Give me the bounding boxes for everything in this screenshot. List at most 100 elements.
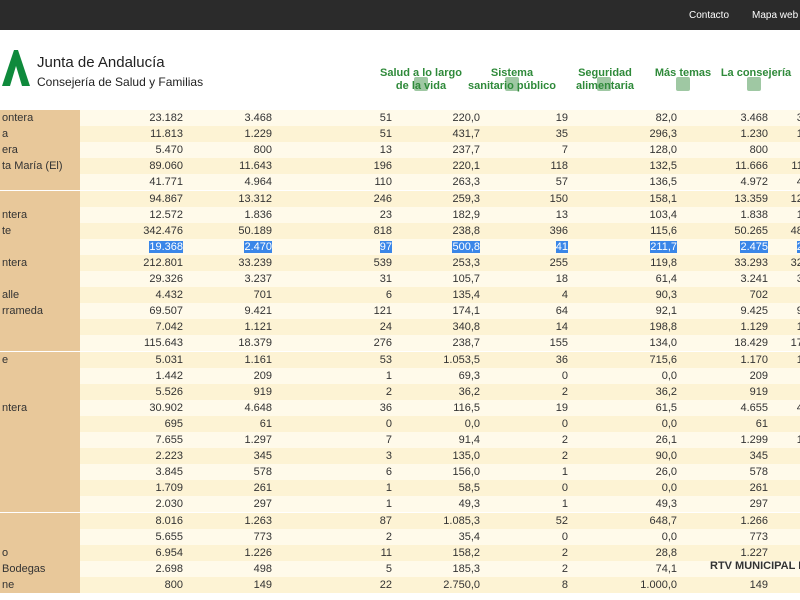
nav-item[interactable]: Salud a lo largo de la vida (380, 67, 462, 92)
row-name: o (0, 544, 80, 561)
cell-text: 6 (385, 466, 392, 479)
cell-text: 90,0 (655, 450, 677, 463)
table-cell: 3.468 (244, 110, 272, 126)
cell-text: 13.359 (734, 192, 768, 205)
top-link[interactable]: Mapa web (752, 10, 799, 21)
top-link[interactable]: Contacto (689, 10, 730, 21)
cell-text: 198,8 (649, 321, 677, 334)
cell-text: 196 (373, 160, 392, 173)
cell-text: 18.379 (238, 337, 272, 350)
table-cell: 2.223 (155, 448, 183, 464)
cell-text: 695 (164, 417, 183, 430)
table-cell: 135,0 (452, 448, 480, 464)
table-cell: 23.182 (149, 110, 183, 126)
table-cell: 121 (374, 303, 392, 319)
cell-text: 13.312 (238, 192, 272, 205)
table-cell: 1 (386, 496, 392, 512)
cell-text: 118 (550, 160, 568, 173)
cell-text: 1.000,0 (640, 578, 677, 591)
table-cell: 29.326 (149, 271, 183, 287)
row-name (0, 383, 80, 400)
cell-text: 51 (379, 112, 392, 124)
cell-text: 41.771 (149, 176, 183, 189)
table-cell: 0 (562, 480, 568, 496)
data-table: ontera23.1823.46851220,01982,03.4683.3a1… (0, 110, 800, 600)
row-name: Bodegas (0, 560, 80, 577)
table-cell: 2 (562, 561, 568, 577)
cell-text: 61 (259, 417, 272, 430)
cell-text: 92,1 (655, 305, 677, 318)
cell-text: 116,5 (453, 401, 480, 414)
cell-text: 1.1 (796, 128, 800, 141)
table-cell: 0,0 (662, 480, 677, 496)
table-cell: 149 (750, 577, 768, 593)
table-cell: 5.655 (155, 529, 183, 545)
nav-item[interactable]: La consejería (720, 67, 792, 79)
cell-text: 82,0 (655, 112, 677, 124)
table-cell: 1.0 (797, 352, 800, 368)
cell-text: 52 (555, 514, 568, 527)
table-cell: 92,1 (656, 303, 677, 319)
table-cell: 3.237 (244, 271, 272, 287)
table-cell: 90,3 (656, 287, 677, 303)
nav-item[interactable]: Más temas (654, 67, 712, 79)
cell-text: 19.368 (149, 240, 183, 253)
table-cell: 1.7 (797, 207, 800, 223)
cell-text: 7 (385, 434, 392, 446)
cell-text: 3.845 (155, 466, 183, 479)
table-cell: 1.170 (740, 352, 768, 368)
table-cell: 818 (374, 223, 392, 239)
table-cell: 149 (254, 577, 272, 593)
cell-text: 26,1 (655, 434, 677, 446)
table-cell: 82,0 (656, 110, 677, 126)
table-cell: 800 (254, 142, 272, 158)
cell-text: 259,3 (452, 192, 480, 205)
table-row: 29.326 3.237 31 105,7 18 61,4 3.241 3.1 (0, 271, 800, 287)
cell-text: 13 (555, 208, 568, 221)
table-cell: 26,1 (656, 432, 677, 448)
table-cell: 30.902 (149, 400, 183, 416)
table-cell: 1.230 (740, 126, 768, 142)
row-name: e (0, 351, 80, 368)
nav-item[interactable]: Sistema sanitario público (467, 67, 556, 92)
table-cell: 13.312 (238, 191, 272, 207)
cell-text: 36 (555, 353, 568, 366)
table-cell: 41 (555, 239, 568, 255)
cell-text: 919 (253, 385, 272, 398)
table-cell: 0 (562, 368, 568, 384)
table-cell: 64 (556, 303, 568, 319)
nav-item[interactable]: Seguridad alimentaria (575, 67, 635, 92)
table-cell: 297 (254, 496, 272, 512)
table-cell: 11.666 (735, 158, 768, 174)
table-row: 19.368 2.470 97 500,8 41 211,7 2.475 2.3 (0, 238, 800, 255)
cell-text: 340,8 (452, 321, 480, 334)
cell-text: 2.475 (740, 240, 768, 253)
cell-text: 220,0 (452, 112, 480, 124)
table-cell: 498 (254, 561, 272, 577)
cell-text: 1.297 (244, 434, 272, 446)
table-cell: 0 (562, 416, 568, 432)
table-cell: 51 (380, 126, 392, 142)
table-cell: 119,8 (650, 255, 677, 271)
row-name: a (0, 126, 80, 143)
table-cell: 2 (386, 529, 392, 545)
cell-text: 90,3 (655, 289, 677, 302)
table-cell: 539 (374, 255, 392, 271)
table-cell: 6 (386, 464, 392, 480)
row-name: ntera (0, 254, 80, 271)
row-name: ntera (0, 399, 80, 416)
cell-text: 41 (555, 240, 568, 253)
cell-text: 578 (253, 466, 272, 479)
cell-text: 2.750,0 (443, 578, 480, 591)
table-cell: 296,3 (649, 126, 677, 142)
table-cell: 1.000,0 (640, 577, 677, 593)
table-row: 1.709 261 1 58,5 0 0,0 261 (0, 480, 800, 497)
cell-text: 1.170 (740, 353, 768, 366)
cell-text: 0 (561, 530, 568, 543)
site-subtitle: Consejería de Salud y Familias (37, 75, 204, 89)
table-cell: 31 (380, 271, 392, 287)
table-cell: 12.572 (149, 207, 183, 223)
table-cell: 36,2 (459, 384, 480, 400)
